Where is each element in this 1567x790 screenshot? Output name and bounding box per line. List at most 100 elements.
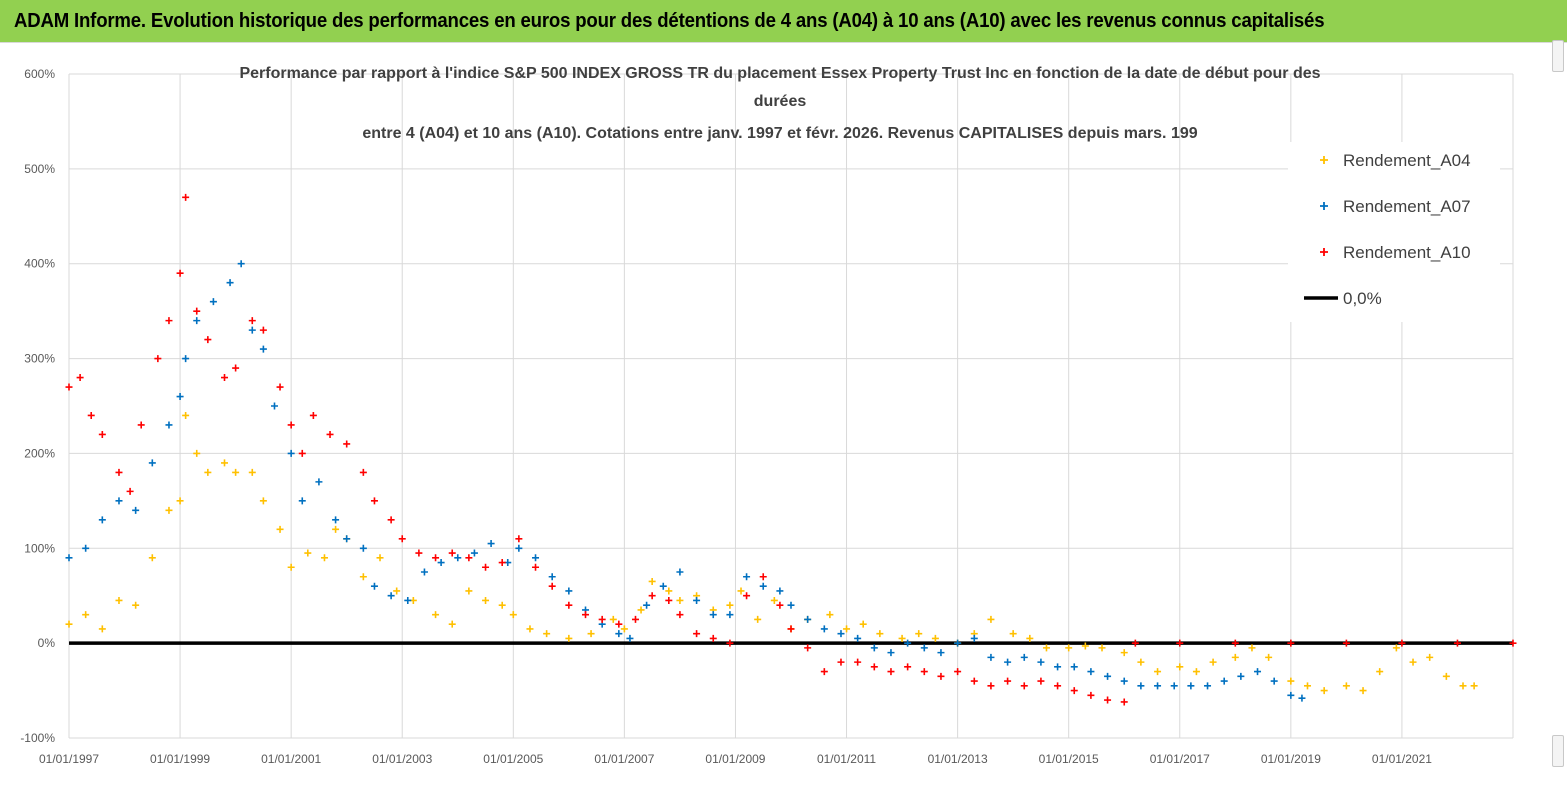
x-tick-label-01-01-2001: 01/01/2001 xyxy=(261,752,321,766)
point-rendement-a07-46 xyxy=(759,582,767,590)
point-rendement-a07-72 xyxy=(1187,682,1195,690)
point-rendement-a10-71 xyxy=(1131,639,1139,647)
point-rendement-a10-40 xyxy=(631,615,639,623)
point-rendement-a10-56 xyxy=(887,668,895,676)
point-rendement-a10-33 xyxy=(515,535,523,543)
point-rendement-a10-25 xyxy=(387,516,395,524)
point-rendement-a10-49 xyxy=(776,601,784,609)
y-tick-label-100: -100% xyxy=(20,731,55,745)
point-rendement-a04-53 xyxy=(898,634,906,642)
point-rendement-a07-27 xyxy=(454,554,462,562)
point-rendement-a04-58 xyxy=(987,615,995,623)
point-rendement-a04-35 xyxy=(609,615,617,623)
point-rendement-a10-20 xyxy=(309,411,317,419)
point-rendement-a07-47 xyxy=(776,587,784,595)
point-rendement-a10-41 xyxy=(648,592,656,600)
point-rendement-a10-32 xyxy=(498,559,506,567)
point-rendement-a07-34 xyxy=(565,587,573,595)
point-rendement-a04-70 xyxy=(1209,658,1217,666)
point-rendement-a10-29 xyxy=(448,549,456,557)
legend-label-0-0: 0,0% xyxy=(1343,289,1382,308)
point-rendement-a10-8 xyxy=(165,317,173,325)
point-rendement-a07-40 xyxy=(659,582,667,590)
point-rendement-a07-58 xyxy=(954,639,962,647)
point-rendement-a07-28 xyxy=(470,549,478,557)
point-rendement-a04-30 xyxy=(509,611,517,619)
point-rendement-a10-42 xyxy=(665,596,673,604)
point-rendement-a07-62 xyxy=(1020,653,1028,661)
point-rendement-a10-31 xyxy=(482,563,490,571)
x-tick-label-01-01-2019: 01/01/2019 xyxy=(1261,752,1321,766)
x-tick-label-01-01-2009: 01/01/2009 xyxy=(705,752,765,766)
point-rendement-a04-16 xyxy=(287,563,295,571)
point-rendement-a04-15 xyxy=(276,525,284,533)
point-rendement-a10-68 xyxy=(1087,691,1095,699)
point-rendement-a04-63 xyxy=(1081,642,1089,650)
performance-chart: 600% 500% 400% 300% 200% 100% 0% -100% 01/01/19… xyxy=(0,42,1567,790)
point-rendement-a04-45 xyxy=(754,615,762,623)
series-rendement-a07 xyxy=(65,260,1306,702)
point-rendement-a07-61 xyxy=(1004,658,1012,666)
point-rendement-a04-84 xyxy=(1459,682,1467,690)
point-rendement-a04-46 xyxy=(770,596,778,604)
point-rendement-a10-45 xyxy=(709,634,717,642)
point-rendement-a10-0 xyxy=(65,383,73,391)
point-rendement-a07-33 xyxy=(548,573,556,581)
x-tick-label-01-01-2017: 01/01/2017 xyxy=(1150,752,1210,766)
point-rendement-a07-12 xyxy=(237,260,245,268)
point-rendement-a07-5 xyxy=(148,459,156,467)
chart-title-line-3: entre 4 (A04) et 10 ans (A10). Cotations… xyxy=(362,125,1197,142)
point-rendement-a04-75 xyxy=(1304,682,1312,690)
point-rendement-a10-43 xyxy=(676,611,684,619)
point-rendement-a04-4 xyxy=(132,601,140,609)
point-rendement-a07-65 xyxy=(1070,663,1078,671)
point-rendement-a07-68 xyxy=(1120,677,1128,685)
point-rendement-a04-66 xyxy=(1137,658,1145,666)
x-tick-label-01-01-2011: 01/01/2011 xyxy=(817,752,876,766)
point-rendement-a07-55 xyxy=(904,639,912,647)
point-rendement-a04-26 xyxy=(448,620,456,628)
point-rendement-a04-81 xyxy=(1409,658,1417,666)
point-rendement-a07-17 xyxy=(298,497,306,505)
point-rendement-a07-7 xyxy=(176,393,184,401)
y-tick-label-600: 600% xyxy=(24,67,55,81)
point-rendement-a10-5 xyxy=(126,487,134,495)
point-rendement-a10-70 xyxy=(1120,698,1128,706)
point-rendement-a04-3 xyxy=(115,596,123,604)
point-rendement-a07-78 xyxy=(1287,691,1295,699)
point-rendement-a04-64 xyxy=(1098,644,1106,652)
point-rendement-a04-13 xyxy=(248,468,256,476)
point-rendement-a10-48 xyxy=(759,573,767,581)
point-rendement-a07-0 xyxy=(65,554,73,562)
point-rendement-a04-54 xyxy=(915,630,923,638)
point-rendement-a04-21 xyxy=(359,573,367,581)
point-rendement-a10-50 xyxy=(787,625,795,633)
point-rendement-a04-11 xyxy=(221,459,229,467)
point-rendement-a10-69 xyxy=(1104,696,1112,704)
scroll-handle-bottom[interactable] xyxy=(1552,735,1564,767)
x-tick-label-01-01-1997: 01/01/1997 xyxy=(39,752,99,766)
point-rendement-a04-18 xyxy=(320,554,328,562)
point-rendement-a10-23 xyxy=(359,468,367,476)
point-rendement-a07-42 xyxy=(693,596,701,604)
point-rendement-a10-21 xyxy=(326,430,334,438)
point-rendement-a04-74 xyxy=(1287,677,1295,685)
point-rendement-a04-77 xyxy=(1342,682,1350,690)
point-rendement-a10-35 xyxy=(548,582,556,590)
point-rendement-a10-52 xyxy=(820,668,828,676)
point-rendement-a04-59 xyxy=(1009,630,1017,638)
point-rendement-a07-26 xyxy=(437,559,445,567)
chart-legend[interactable]: Rendement_A04 Rendement_A07 Rendement_A10 0… xyxy=(1288,142,1500,322)
point-rendement-a07-16 xyxy=(287,449,295,457)
scroll-handle-top[interactable] xyxy=(1552,40,1564,72)
point-rendement-a10-28 xyxy=(432,554,440,562)
point-rendement-a04-28 xyxy=(482,596,490,604)
point-rendement-a07-13 xyxy=(248,326,256,334)
point-rendement-a07-59 xyxy=(970,634,978,642)
y-axis-ticks: 600% 500% 400% 300% 200% 100% 0% -100% xyxy=(20,67,55,745)
point-rendement-a04-80 xyxy=(1392,644,1400,652)
point-rendement-a10-75 xyxy=(1342,639,1350,647)
point-rendement-a07-31 xyxy=(515,544,523,552)
point-rendement-a07-76 xyxy=(1254,668,1262,676)
x-tick-label-01-01-1999: 01/01/1999 xyxy=(150,752,210,766)
